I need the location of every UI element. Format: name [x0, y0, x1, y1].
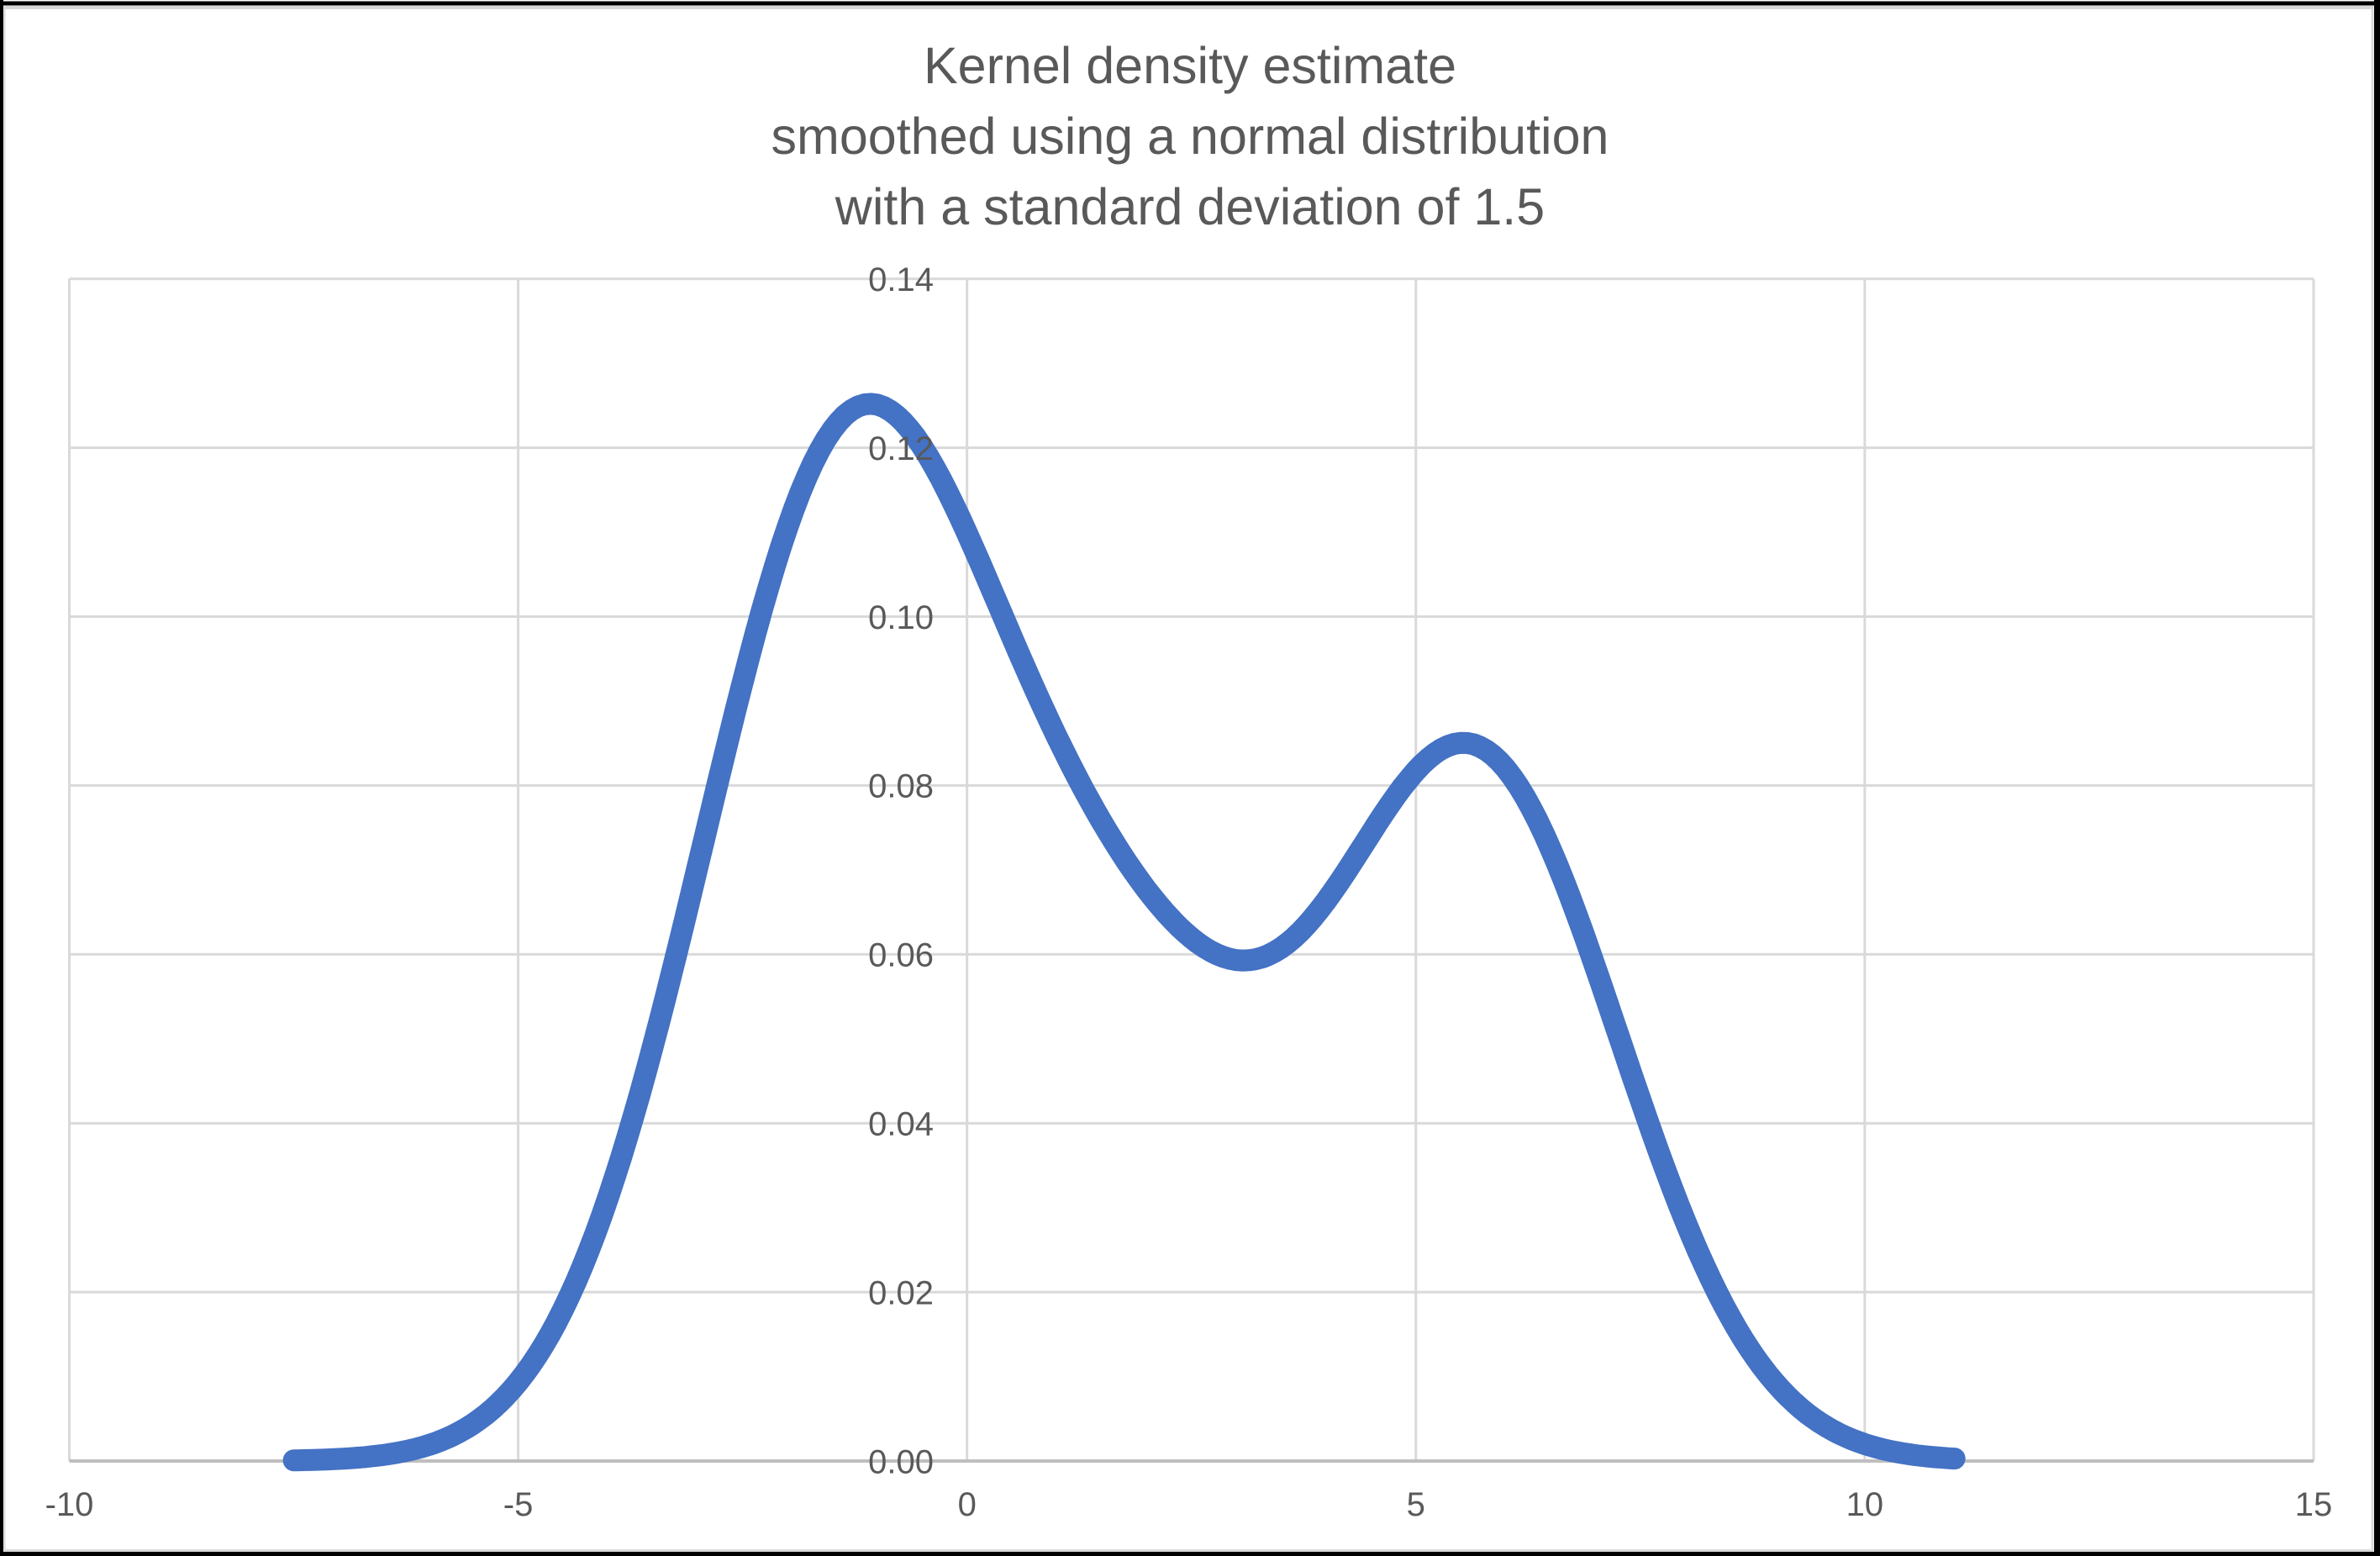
svg-text:0.04: 0.04	[868, 1106, 934, 1143]
svg-text:0.06: 0.06	[868, 937, 934, 974]
svg-text:0.12: 0.12	[868, 430, 934, 467]
svg-text:0: 0	[958, 1486, 977, 1523]
svg-text:10: 10	[1846, 1486, 1884, 1523]
svg-text:15: 15	[2295, 1486, 2333, 1523]
svg-text:0.14: 0.14	[868, 261, 934, 298]
svg-text:0.02: 0.02	[868, 1274, 934, 1311]
svg-text:5: 5	[1407, 1486, 1425, 1523]
svg-text:0.08: 0.08	[868, 768, 934, 805]
svg-text:0.10: 0.10	[868, 599, 934, 636]
svg-text:0.00: 0.00	[868, 1443, 934, 1480]
svg-text:with a standard deviation of 1: with a standard deviation of 1.5	[835, 178, 1545, 235]
svg-text:-5: -5	[503, 1486, 534, 1523]
svg-text:smoothed using a normal distri: smoothed using a normal distribution	[771, 108, 1609, 165]
svg-text:Kernel density estimate: Kernel density estimate	[924, 37, 1456, 94]
svg-text:-10: -10	[45, 1486, 94, 1523]
